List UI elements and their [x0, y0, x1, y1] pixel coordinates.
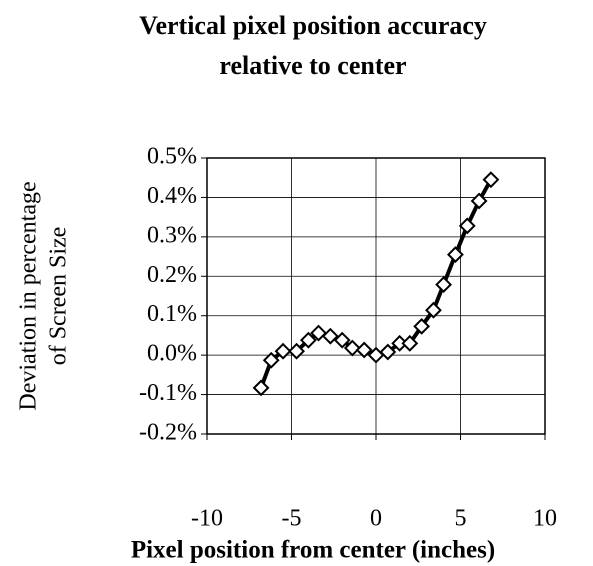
y-axis-label: Deviation in percentage	[16, 181, 42, 410]
y-tick-label: 0.3%	[147, 222, 197, 248]
point	[252, 379, 270, 397]
y-tick-label: 0.5%	[147, 144, 197, 170]
y-axis-label: of Screen Size	[46, 227, 72, 366]
point	[321, 327, 339, 345]
y-tick-label: 0.2%	[147, 262, 197, 288]
point	[299, 331, 317, 349]
point	[458, 217, 476, 235]
y-tick-label: -0.1%	[139, 380, 197, 406]
point	[447, 246, 464, 264]
y-tick-label: 0.4%	[147, 183, 197, 209]
x-tick-label: 10	[533, 506, 557, 532]
point	[470, 192, 488, 210]
point	[262, 351, 280, 369]
point	[274, 342, 292, 360]
point	[310, 324, 327, 342]
point	[425, 301, 442, 319]
x-tick-label: -5	[282, 506, 302, 532]
x-tick-label: -10	[191, 506, 223, 532]
y-tick-label: 0.0%	[147, 341, 197, 367]
point	[355, 341, 373, 359]
point	[401, 334, 419, 352]
chart-title: Vertical pixel position accuracy	[139, 11, 487, 40]
y-tick-label: -0.2%	[139, 420, 197, 446]
x-axis-label: Pixel position from center (inches)	[131, 537, 495, 564]
y-tick-label: 0.1%	[147, 301, 197, 327]
x-tick-label: 0	[370, 506, 382, 532]
chart-title: relative to center	[219, 51, 406, 80]
point	[435, 276, 453, 293]
point	[288, 342, 305, 360]
point	[482, 171, 500, 189]
point	[413, 317, 431, 335]
x-tick-label: 5	[455, 506, 467, 532]
point	[379, 343, 397, 361]
point	[343, 339, 361, 357]
point	[333, 331, 351, 349]
